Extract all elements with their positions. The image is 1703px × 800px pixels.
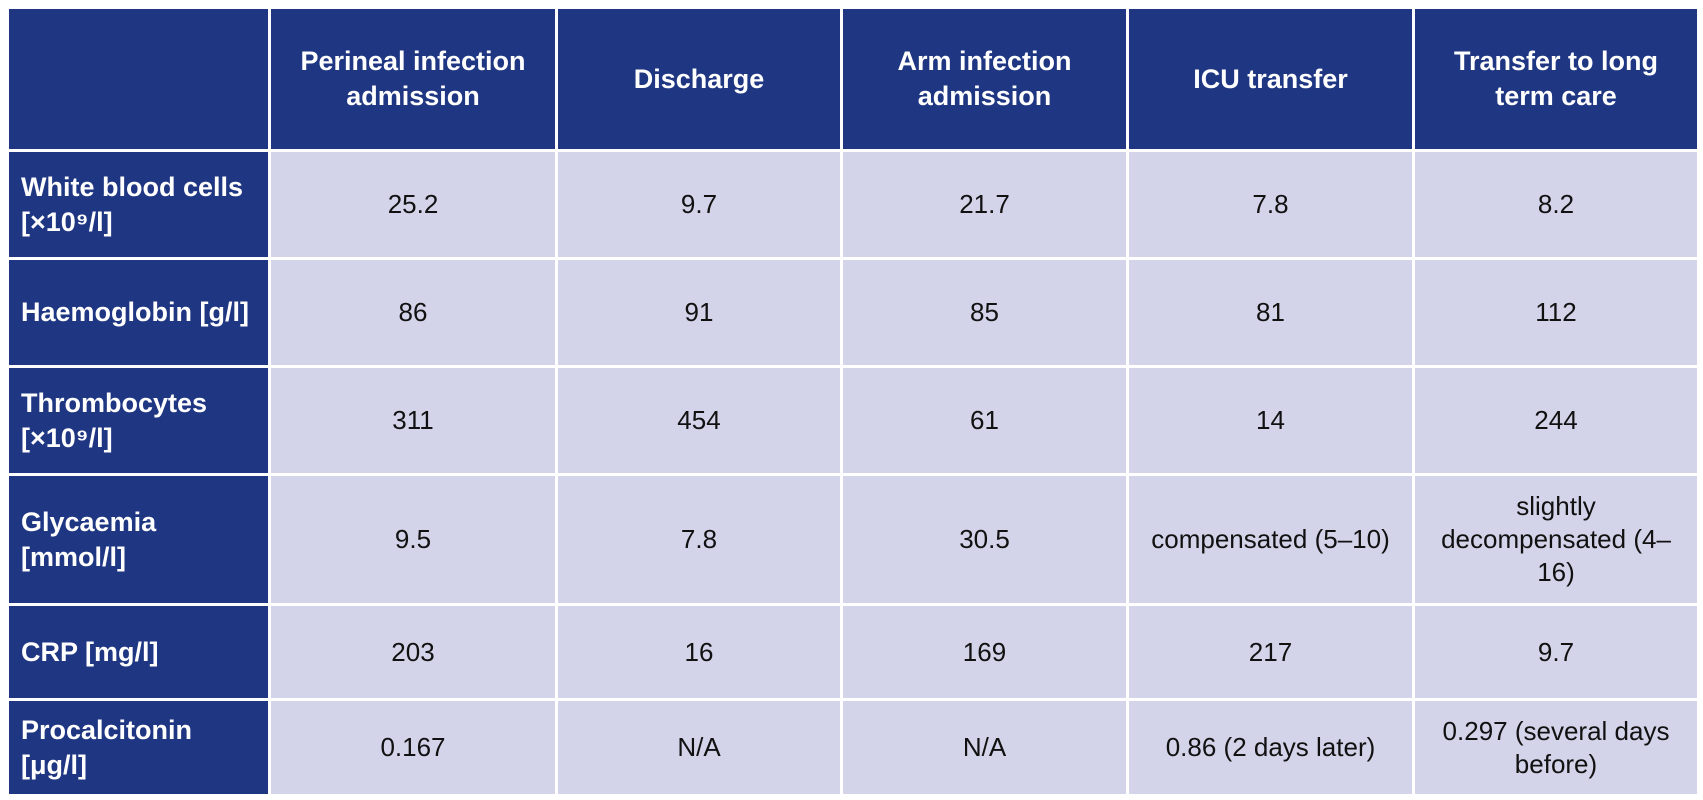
row-header-glycaemia: Glycaemia [mmol/l] [6,473,271,606]
table-cell: N/A [840,698,1129,797]
table-cell: 14 [1126,365,1415,476]
table-cell: 7.8 [1126,149,1415,260]
table-cell: N/A [555,698,843,797]
row-header-thrombocytes: Thrombocytes [×10⁹/l] [6,365,271,476]
table-cell: 217 [1126,603,1415,701]
table-row: Haemoglobin [g/l] 86 91 85 81 112 [6,257,1700,368]
table-cell: 9.5 [268,473,558,606]
table-row: Glycaemia [mmol/l] 9.5 7.8 30.5 compensa… [6,473,1700,606]
column-header-transfer-to-long-term-care: Transfer to long term care [1412,6,1700,152]
table-row: White blood cells [×10⁹/l] 25.2 9.7 21.7… [6,149,1700,260]
table-cell: 91 [555,257,843,368]
column-header-arm-infection-admission: Arm infection admission [840,6,1129,152]
lab-values-table: Perineal infection admission Discharge A… [6,6,1700,797]
table-cell: 9.7 [555,149,843,260]
table-cell: 81 [1126,257,1415,368]
corner-cell [6,6,271,152]
row-header-haemoglobin: Haemoglobin [g/l] [6,257,271,368]
row-header-crp: CRP [mg/l] [6,603,271,701]
table-cell: 203 [268,603,558,701]
table-cell: 8.2 [1412,149,1700,260]
row-header-white-blood-cells: White blood cells [×10⁹/l] [6,149,271,260]
table-cell: slightly decompensated (4–16) [1412,473,1700,606]
table-cell: 85 [840,257,1129,368]
table-cell: 169 [840,603,1129,701]
table-cell: 16 [555,603,843,701]
table-cell: 0.297 (several days before) [1412,698,1700,797]
table-cell: 25.2 [268,149,558,260]
table-cell: 86 [268,257,558,368]
table-cell: 21.7 [840,149,1129,260]
header-row: Perineal infection admission Discharge A… [6,6,1700,152]
table-cell: 311 [268,365,558,476]
table-cell: 7.8 [555,473,843,606]
table-cell: 244 [1412,365,1700,476]
table-cell: 0.86 (2 days later) [1126,698,1415,797]
table-cell: 454 [555,365,843,476]
table-row: CRP [mg/l] 203 16 169 217 9.7 [6,603,1700,701]
table-cell: 0.167 [268,698,558,797]
table-row: Thrombocytes [×10⁹/l] 311 454 61 14 244 [6,365,1700,476]
row-header-procalcitonin: Procalcitonin [μg/l] [6,698,271,797]
table-cell: compensated (5–10) [1126,473,1415,606]
column-header-icu-transfer: ICU transfer [1126,6,1415,152]
table-row: Procalcitonin [μg/l] 0.167 N/A N/A 0.86 … [6,698,1700,797]
lab-values-table-container: Perineal infection admission Discharge A… [6,6,1700,797]
column-header-perineal-infection-admission: Perineal infection admission [268,6,558,152]
table-cell: 112 [1412,257,1700,368]
column-header-discharge: Discharge [555,6,843,152]
table-cell: 61 [840,365,1129,476]
table-cell: 9.7 [1412,603,1700,701]
table-cell: 30.5 [840,473,1129,606]
